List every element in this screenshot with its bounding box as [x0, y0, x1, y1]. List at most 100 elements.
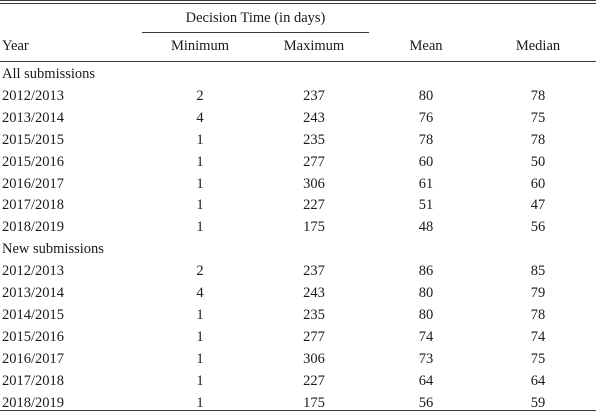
- table-row: 2013/2014 4 243 80 79: [0, 282, 596, 304]
- cell-mean: 80: [418, 87, 434, 104]
- cell-mean: 76: [418, 109, 434, 126]
- cell-mean: 74: [418, 328, 434, 345]
- cell-mean: 61: [418, 175, 434, 192]
- cell-minimum: 1: [196, 219, 204, 236]
- cell-median: 59: [530, 394, 546, 411]
- cell-year: 2012/2013: [2, 263, 65, 280]
- cell-minimum: 1: [196, 306, 204, 323]
- cell-mean: 64: [418, 372, 434, 389]
- cell-year: 2018/2019: [2, 219, 65, 236]
- cell-minimum: 4: [196, 109, 204, 126]
- cell-minimum: 2: [196, 263, 204, 280]
- cell-year: 2017/2018: [2, 372, 65, 389]
- cell-minimum: 1: [196, 153, 204, 170]
- group-header-rule: [142, 32, 369, 33]
- cell-maximum: 237: [303, 263, 325, 280]
- cell-median: 74: [530, 328, 546, 345]
- cell-minimum: 1: [196, 394, 204, 411]
- cell-mean: 56: [418, 394, 434, 411]
- cell-maximum: 277: [303, 153, 325, 170]
- cell-year: 2014/2015: [2, 306, 65, 323]
- table-row: 2016/2017 1 306 61 60: [0, 173, 596, 195]
- cell-median: 56: [530, 219, 546, 236]
- cell-maximum: 235: [303, 131, 325, 148]
- cell-mean: 60: [418, 153, 434, 170]
- cell-median: 78: [530, 306, 546, 323]
- cell-year: 2018/2019: [2, 394, 65, 411]
- cell-mean: 48: [418, 219, 434, 236]
- cell-year: 2013/2014: [2, 285, 65, 301]
- cell-maximum: 175: [303, 219, 325, 236]
- cell-maximum: 227: [303, 197, 325, 214]
- cell-maximum: 306: [303, 350, 325, 367]
- table-row: 2017/2018 1 227 64 64: [0, 370, 596, 392]
- cell-mean: 51: [418, 197, 434, 214]
- cell-median: 79: [530, 285, 546, 301]
- cell-year: 2012/2013: [2, 87, 65, 104]
- table-row: 2012/2013 2 237 80 78: [0, 85, 596, 107]
- cell-median: 78: [530, 87, 546, 104]
- table-row: 2013/2014 4 243 76 75: [0, 107, 596, 129]
- column-header-mean: Mean: [409, 38, 443, 54]
- section-title: All submissions: [2, 66, 96, 82]
- cell-maximum: 306: [303, 175, 325, 192]
- bottom-rule: [0, 410, 596, 411]
- cell-year: 2016/2017: [2, 175, 65, 192]
- column-header-row: Year Minimum Maximum Mean Median: [0, 35, 596, 57]
- cell-median: 50: [530, 153, 546, 170]
- section-row: New submissions: [0, 238, 596, 260]
- cell-maximum: 235: [303, 306, 325, 323]
- table-row: 2015/2016 1 277 74 74: [0, 326, 596, 348]
- cell-mean: 78: [418, 131, 434, 148]
- cell-minimum: 1: [196, 350, 204, 367]
- section-title: New submissions: [2, 241, 104, 258]
- cell-median: 75: [530, 109, 546, 126]
- cell-median: 64: [530, 372, 546, 389]
- group-header-decision-time: Decision Time (in days): [185, 10, 326, 26]
- cell-minimum: 2: [196, 87, 204, 104]
- cell-year: 2015/2016: [2, 153, 65, 170]
- cell-median: 75: [530, 350, 546, 367]
- column-header-maximum: Maximum: [283, 38, 345, 54]
- top-rule: [0, 0, 596, 1]
- cell-year: 2013/2014: [2, 109, 65, 126]
- cell-median: 47: [530, 197, 546, 214]
- cell-minimum: 1: [196, 175, 204, 192]
- cell-maximum: 175: [303, 394, 325, 411]
- table-row: 2018/2019 1 175 56 59: [0, 392, 596, 414]
- table-row: 2015/2015 1 235 78 78: [0, 129, 596, 151]
- table-row: 2015/2016 1 277 60 50: [0, 151, 596, 173]
- cell-median: 78: [530, 131, 546, 148]
- column-header-median: Median: [515, 38, 561, 54]
- table-row: 2016/2017 1 306 73 75: [0, 348, 596, 370]
- table-row: 2014/2015 1 235 80 78: [0, 304, 596, 326]
- cell-maximum: 243: [303, 285, 325, 301]
- cell-maximum: 237: [303, 87, 325, 104]
- top-rule-double: [0, 3, 596, 4]
- cell-median: 85: [530, 263, 546, 280]
- cell-year: 2016/2017: [2, 350, 65, 367]
- cell-minimum: 1: [196, 197, 204, 214]
- cell-mean: 80: [418, 285, 434, 301]
- table-row: 2018/2019 1 175 48 56: [0, 216, 596, 238]
- cell-minimum: 1: [196, 372, 204, 389]
- cell-maximum: 277: [303, 328, 325, 345]
- table-row: 2012/2013 2 237 86 85: [0, 260, 596, 282]
- cell-minimum: 1: [196, 131, 204, 148]
- cell-year: 2017/2018: [2, 197, 65, 214]
- section-row: All submissions: [0, 63, 596, 85]
- column-header-year: Year: [2, 38, 29, 54]
- cell-mean: 80: [418, 306, 434, 323]
- header-rule: [0, 61, 596, 62]
- column-header-minimum: Minimum: [170, 38, 229, 54]
- cell-median: 60: [530, 175, 546, 192]
- cell-maximum: 227: [303, 372, 325, 389]
- table-row: 2017/2018 1 227 51 47: [0, 194, 596, 216]
- cell-minimum: 4: [196, 285, 204, 301]
- cell-mean: 73: [418, 350, 434, 367]
- cell-mean: 86: [418, 263, 434, 280]
- cell-year: 2015/2016: [2, 328, 65, 345]
- cell-minimum: 1: [196, 328, 204, 345]
- cell-year: 2015/2015: [2, 131, 65, 148]
